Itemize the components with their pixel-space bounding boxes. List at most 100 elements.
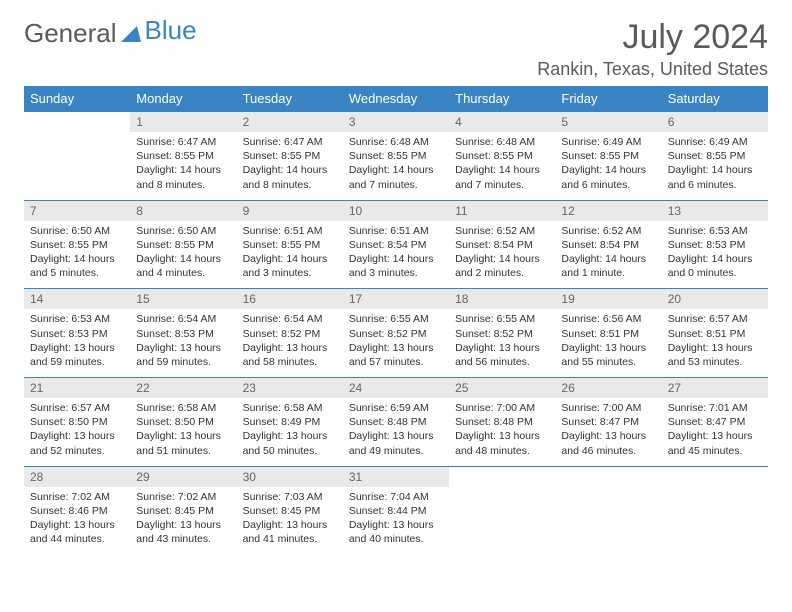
calendar-day-cell: 4Sunrise: 6:48 AMSunset: 8:55 PMDaylight…: [449, 112, 555, 201]
sunrise-line: Sunrise: 6:58 AM: [136, 402, 216, 414]
day-number: 4: [449, 112, 555, 132]
sunset-line: Sunset: 8:55 PM: [243, 150, 321, 162]
sunrise-line: Sunrise: 7:03 AM: [243, 491, 323, 503]
day-details: Sunrise: 6:53 AMSunset: 8:53 PMDaylight:…: [662, 221, 768, 289]
sunset-line: Sunset: 8:51 PM: [668, 328, 746, 340]
calendar-day-cell: [662, 466, 768, 554]
day-details: Sunrise: 6:48 AMSunset: 8:55 PMDaylight:…: [449, 132, 555, 200]
calendar-day-cell: 21Sunrise: 6:57 AMSunset: 8:50 PMDayligh…: [24, 378, 130, 467]
daylight-line: Daylight: 14 hours and 3 minutes.: [349, 253, 434, 279]
calendar-day-cell: 15Sunrise: 6:54 AMSunset: 8:53 PMDayligh…: [130, 289, 236, 378]
calendar-day-cell: 2Sunrise: 6:47 AMSunset: 8:55 PMDaylight…: [237, 112, 343, 201]
daylight-line: Daylight: 13 hours and 46 minutes.: [561, 430, 646, 456]
sunrise-line: Sunrise: 6:49 AM: [561, 136, 641, 148]
sunrise-line: Sunrise: 6:50 AM: [30, 225, 110, 237]
day-details: Sunrise: 6:48 AMSunset: 8:55 PMDaylight:…: [343, 132, 449, 200]
sunset-line: Sunset: 8:52 PM: [243, 328, 321, 340]
calendar-day-cell: 9Sunrise: 6:51 AMSunset: 8:55 PMDaylight…: [237, 200, 343, 289]
day-details: Sunrise: 6:59 AMSunset: 8:48 PMDaylight:…: [343, 398, 449, 466]
sunrise-line: Sunrise: 6:54 AM: [243, 313, 323, 325]
sunrise-line: Sunrise: 6:51 AM: [349, 225, 429, 237]
calendar-day-cell: 14Sunrise: 6:53 AMSunset: 8:53 PMDayligh…: [24, 289, 130, 378]
day-details: Sunrise: 7:03 AMSunset: 8:45 PMDaylight:…: [237, 487, 343, 555]
sunrise-line: Sunrise: 6:51 AM: [243, 225, 323, 237]
calendar-day-cell: 10Sunrise: 6:51 AMSunset: 8:54 PMDayligh…: [343, 200, 449, 289]
day-number: 18: [449, 289, 555, 309]
daylight-line: Daylight: 13 hours and 51 minutes.: [136, 430, 221, 456]
sunset-line: Sunset: 8:55 PM: [243, 239, 321, 251]
weekday-header: Saturday: [662, 86, 768, 112]
daylight-line: Daylight: 14 hours and 2 minutes.: [455, 253, 540, 279]
sunset-line: Sunset: 8:53 PM: [30, 328, 108, 340]
sunset-line: Sunset: 8:48 PM: [455, 416, 533, 428]
weekday-header: Friday: [555, 86, 661, 112]
calendar-day-cell: 30Sunrise: 7:03 AMSunset: 8:45 PMDayligh…: [237, 466, 343, 554]
day-details: Sunrise: 6:58 AMSunset: 8:49 PMDaylight:…: [237, 398, 343, 466]
sunset-line: Sunset: 8:50 PM: [30, 416, 108, 428]
day-number: 6: [662, 112, 768, 132]
sunset-line: Sunset: 8:47 PM: [561, 416, 639, 428]
daylight-line: Daylight: 13 hours and 49 minutes.: [349, 430, 434, 456]
sunrise-line: Sunrise: 6:47 AM: [136, 136, 216, 148]
calendar-day-cell: [449, 466, 555, 554]
daylight-line: Daylight: 14 hours and 7 minutes.: [455, 164, 540, 190]
day-details: Sunrise: 6:51 AMSunset: 8:54 PMDaylight:…: [343, 221, 449, 289]
weekday-header-row: Sunday Monday Tuesday Wednesday Thursday…: [24, 86, 768, 112]
sunset-line: Sunset: 8:54 PM: [455, 239, 533, 251]
calendar-day-cell: 31Sunrise: 7:04 AMSunset: 8:44 PMDayligh…: [343, 466, 449, 554]
logo-triangle-icon: [121, 18, 141, 49]
sunrise-line: Sunrise: 6:52 AM: [561, 225, 641, 237]
day-details: Sunrise: 6:58 AMSunset: 8:50 PMDaylight:…: [130, 398, 236, 466]
calendar-day-cell: [555, 466, 661, 554]
day-number: 22: [130, 378, 236, 398]
calendar-day-cell: 7Sunrise: 6:50 AMSunset: 8:55 PMDaylight…: [24, 200, 130, 289]
calendar-day-cell: 16Sunrise: 6:54 AMSunset: 8:52 PMDayligh…: [237, 289, 343, 378]
daylight-line: Daylight: 13 hours and 56 minutes.: [455, 342, 540, 368]
sunrise-line: Sunrise: 7:04 AM: [349, 491, 429, 503]
calendar-day-cell: 8Sunrise: 6:50 AMSunset: 8:55 PMDaylight…: [130, 200, 236, 289]
day-number: 13: [662, 201, 768, 221]
sunset-line: Sunset: 8:52 PM: [455, 328, 533, 340]
calendar-table: Sunday Monday Tuesday Wednesday Thursday…: [24, 86, 768, 554]
daylight-line: Daylight: 13 hours and 44 minutes.: [30, 519, 115, 545]
daylight-line: Daylight: 13 hours and 48 minutes.: [455, 430, 540, 456]
sunset-line: Sunset: 8:55 PM: [136, 150, 214, 162]
daylight-line: Daylight: 13 hours and 52 minutes.: [30, 430, 115, 456]
calendar-day-cell: 20Sunrise: 6:57 AMSunset: 8:51 PMDayligh…: [662, 289, 768, 378]
sunset-line: Sunset: 8:45 PM: [243, 505, 321, 517]
sunset-line: Sunset: 8:55 PM: [349, 150, 427, 162]
daylight-line: Daylight: 14 hours and 6 minutes.: [561, 164, 646, 190]
day-details: Sunrise: 6:56 AMSunset: 8:51 PMDaylight:…: [555, 309, 661, 377]
calendar-week-row: 14Sunrise: 6:53 AMSunset: 8:53 PMDayligh…: [24, 289, 768, 378]
day-number: 29: [130, 467, 236, 487]
sunrise-line: Sunrise: 6:48 AM: [455, 136, 535, 148]
sunrise-line: Sunrise: 6:59 AM: [349, 402, 429, 414]
daylight-line: Daylight: 13 hours and 55 minutes.: [561, 342, 646, 368]
sunset-line: Sunset: 8:44 PM: [349, 505, 427, 517]
sunrise-line: Sunrise: 6:55 AM: [349, 313, 429, 325]
location-text: Rankin, Texas, United States: [537, 59, 768, 80]
day-details: Sunrise: 7:00 AMSunset: 8:47 PMDaylight:…: [555, 398, 661, 466]
calendar-day-cell: [24, 112, 130, 201]
day-number: 31: [343, 467, 449, 487]
calendar-day-cell: 6Sunrise: 6:49 AMSunset: 8:55 PMDaylight…: [662, 112, 768, 201]
title-block: July 2024 Rankin, Texas, United States: [537, 18, 768, 80]
daylight-line: Daylight: 14 hours and 0 minutes.: [668, 253, 753, 279]
sunrise-line: Sunrise: 7:02 AM: [30, 491, 110, 503]
day-details: Sunrise: 6:50 AMSunset: 8:55 PMDaylight:…: [130, 221, 236, 289]
sunrise-line: Sunrise: 6:55 AM: [455, 313, 535, 325]
logo-text-blue: Blue: [145, 15, 197, 46]
calendar-day-cell: 5Sunrise: 6:49 AMSunset: 8:55 PMDaylight…: [555, 112, 661, 201]
day-number: 28: [24, 467, 130, 487]
day-number: 27: [662, 378, 768, 398]
sunrise-line: Sunrise: 6:54 AM: [136, 313, 216, 325]
sunset-line: Sunset: 8:55 PM: [30, 239, 108, 251]
day-number: 24: [343, 378, 449, 398]
day-number: 5: [555, 112, 661, 132]
sunrise-line: Sunrise: 6:52 AM: [455, 225, 535, 237]
sunrise-line: Sunrise: 6:57 AM: [668, 313, 748, 325]
day-number: 11: [449, 201, 555, 221]
day-details: Sunrise: 7:01 AMSunset: 8:47 PMDaylight:…: [662, 398, 768, 466]
calendar-week-row: 7Sunrise: 6:50 AMSunset: 8:55 PMDaylight…: [24, 200, 768, 289]
calendar-day-cell: 17Sunrise: 6:55 AMSunset: 8:52 PMDayligh…: [343, 289, 449, 378]
